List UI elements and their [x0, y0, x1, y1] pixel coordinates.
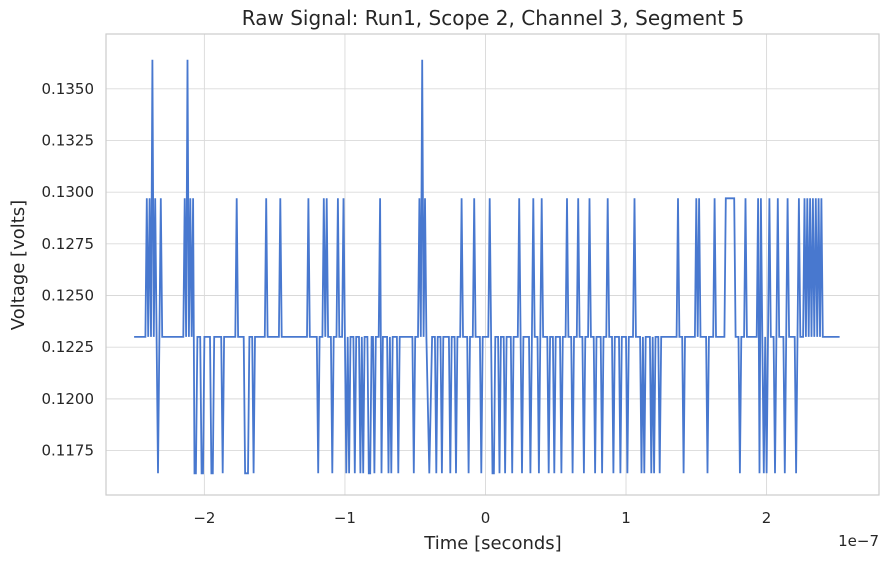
y-tick-label: 0.1325	[42, 131, 95, 149]
x-tick-labels: −2 −1 0 1 2	[193, 509, 771, 527]
y-tick-label: 0.1250	[42, 287, 95, 305]
chart-title: Raw Signal: Run1, Scope 2, Channel 3, Se…	[242, 6, 744, 30]
signal-series-line	[134, 59, 840, 475]
y-tick-label: 0.1300	[42, 183, 95, 201]
x-tick-label: 0	[481, 509, 491, 527]
y-axis-label: Voltage [volts]	[8, 200, 29, 330]
y-tick-label: 0.1200	[42, 390, 95, 408]
x-tick-label: 1	[621, 509, 631, 527]
x-tick-label: 2	[762, 509, 772, 527]
x-tick-label: −1	[334, 509, 356, 527]
x-axis-offset-label: 1e−7	[838, 532, 879, 550]
y-tick-labels: 0.1175 0.1200 0.1225 0.1250 0.1275 0.1300 0.13…	[42, 80, 95, 460]
y-tick-label: 0.1225	[42, 338, 95, 356]
line-layer	[134, 59, 840, 475]
plot-frame	[105, 33, 880, 496]
y-tick-label: 0.1175	[42, 442, 95, 460]
y-tick-label: 0.1275	[42, 235, 95, 253]
y-tick-label: 0.1350	[42, 80, 95, 98]
x-axis-label: Time [seconds]	[423, 533, 561, 554]
x-tick-label: −2	[193, 509, 215, 527]
